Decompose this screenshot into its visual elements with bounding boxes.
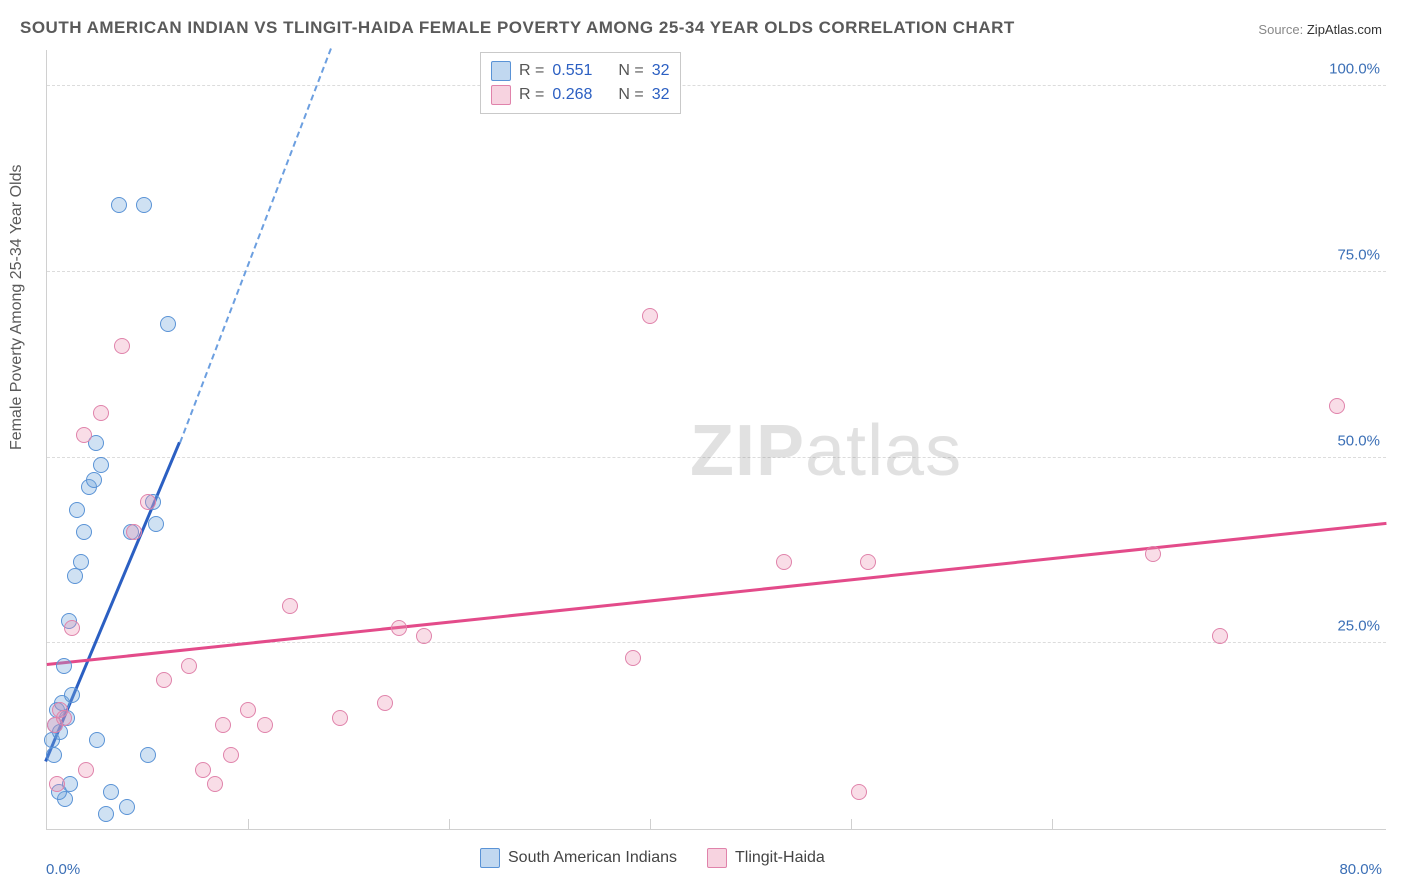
n-value: 32 bbox=[652, 62, 670, 80]
data-point bbox=[215, 717, 231, 733]
data-point bbox=[1329, 398, 1345, 414]
data-point bbox=[76, 427, 92, 443]
data-point bbox=[76, 524, 92, 540]
data-point bbox=[391, 620, 407, 636]
data-point bbox=[86, 472, 102, 488]
x-axis-tick-origin: 0.0% bbox=[46, 861, 80, 878]
legend-item: South American Indians bbox=[480, 848, 677, 868]
n-value: 32 bbox=[652, 86, 670, 104]
data-point bbox=[282, 598, 298, 614]
data-point bbox=[195, 762, 211, 778]
data-point bbox=[257, 717, 273, 733]
r-label: R = bbox=[519, 62, 544, 80]
data-point bbox=[126, 524, 142, 540]
x-axis-tick-mark bbox=[1052, 819, 1053, 829]
data-point bbox=[56, 710, 72, 726]
correlation-legend: R = 0.551 N = 32 R = 0.268 N = 32 bbox=[480, 52, 681, 114]
gridline bbox=[47, 271, 1386, 272]
legend-swatch-icon bbox=[707, 848, 727, 868]
legend-swatch-icon bbox=[491, 61, 511, 81]
trend-line bbox=[179, 48, 332, 442]
data-point bbox=[111, 197, 127, 213]
r-value: 0.268 bbox=[552, 86, 592, 104]
data-point bbox=[140, 494, 156, 510]
data-point bbox=[93, 457, 109, 473]
gridline bbox=[47, 85, 1386, 86]
legend-row: R = 0.551 N = 32 bbox=[491, 59, 670, 83]
data-point bbox=[1145, 546, 1161, 562]
data-point bbox=[89, 732, 105, 748]
y-axis-tick: 25.0% bbox=[1337, 618, 1380, 635]
legend-row: R = 0.268 N = 32 bbox=[491, 83, 670, 107]
legend-swatch-icon bbox=[480, 848, 500, 868]
data-point bbox=[148, 516, 164, 532]
y-axis-tick: 75.0% bbox=[1337, 246, 1380, 263]
data-point bbox=[223, 747, 239, 763]
chart-title: SOUTH AMERICAN INDIAN VS TLINGIT-HAIDA F… bbox=[20, 18, 1015, 38]
data-point bbox=[377, 695, 393, 711]
data-point bbox=[49, 776, 65, 792]
source-label: Source: bbox=[1258, 22, 1303, 37]
data-point bbox=[332, 710, 348, 726]
series-legend: South American Indians Tlingit-Haida bbox=[480, 848, 825, 868]
y-axis-tick: 50.0% bbox=[1337, 432, 1380, 449]
data-point bbox=[181, 658, 197, 674]
data-point bbox=[136, 197, 152, 213]
source-attribution: Source: ZipAtlas.com bbox=[1258, 22, 1382, 37]
data-point bbox=[119, 799, 135, 815]
scatter-plot-area: 25.0% 50.0% 75.0% 100.0% bbox=[46, 50, 1386, 830]
data-point bbox=[140, 747, 156, 763]
data-point bbox=[78, 762, 94, 778]
source-value: ZipAtlas.com bbox=[1307, 22, 1382, 37]
data-point bbox=[114, 338, 130, 354]
data-point bbox=[93, 405, 109, 421]
r-value: 0.551 bbox=[552, 62, 592, 80]
data-point bbox=[776, 554, 792, 570]
legend-item-label: Tlingit-Haida bbox=[735, 849, 825, 867]
data-point bbox=[160, 316, 176, 332]
x-axis-tick-mark bbox=[248, 819, 249, 829]
x-axis-tick-mark bbox=[650, 819, 651, 829]
data-point bbox=[860, 554, 876, 570]
y-axis-label: Female Poverty Among 25-34 Year Olds bbox=[8, 165, 26, 451]
n-label: N = bbox=[618, 86, 643, 104]
y-axis-tick: 100.0% bbox=[1329, 61, 1380, 78]
data-point bbox=[64, 687, 80, 703]
data-point bbox=[642, 308, 658, 324]
data-point bbox=[64, 620, 80, 636]
data-point bbox=[56, 658, 72, 674]
r-label: R = bbox=[519, 86, 544, 104]
data-point bbox=[69, 502, 85, 518]
data-point bbox=[156, 672, 172, 688]
data-point bbox=[98, 806, 114, 822]
data-point bbox=[625, 650, 641, 666]
data-point bbox=[1212, 628, 1228, 644]
legend-swatch-icon bbox=[491, 85, 511, 105]
data-point bbox=[67, 568, 83, 584]
data-point bbox=[73, 554, 89, 570]
gridline bbox=[47, 457, 1386, 458]
legend-item-label: South American Indians bbox=[508, 849, 677, 867]
data-point bbox=[103, 784, 119, 800]
data-point bbox=[416, 628, 432, 644]
data-point bbox=[207, 776, 223, 792]
trend-line bbox=[47, 521, 1387, 665]
x-axis-tick-end: 80.0% bbox=[1339, 861, 1382, 878]
data-point bbox=[240, 702, 256, 718]
x-axis-tick-mark bbox=[449, 819, 450, 829]
data-point bbox=[46, 747, 62, 763]
n-label: N = bbox=[618, 62, 643, 80]
legend-item: Tlingit-Haida bbox=[707, 848, 825, 868]
x-axis-tick-mark bbox=[851, 819, 852, 829]
data-point bbox=[851, 784, 867, 800]
